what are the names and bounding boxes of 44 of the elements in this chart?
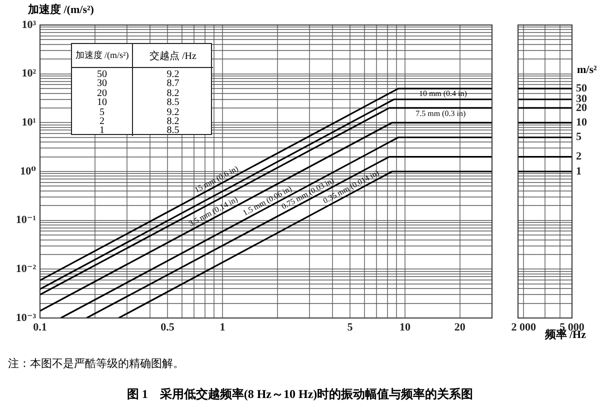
text: 3.5 mm (0.14 in)	[187, 194, 240, 228]
y-tick-label: 50	[576, 82, 588, 94]
x-tick-label: 0.5	[160, 321, 175, 334]
text: 注：本图不是严酷等级的精确图解。	[8, 356, 184, 371]
annotation: 30	[96, 78, 108, 90]
annotation: 8.2	[166, 116, 180, 128]
annotation: 5	[98, 106, 106, 118]
y-tick-label: 10⁰	[20, 165, 36, 178]
annotation: 8.5	[166, 97, 180, 108]
series-label: 7.5 mm (0.3 in)	[416, 109, 466, 118]
annotation: 2	[98, 116, 106, 128]
y-tick-label: 2	[576, 150, 582, 163]
text: 图 1 采用低交越频率(8 Hz～10 Hz)时的振动幅值与频率的关系图	[126, 386, 474, 403]
annotation: 8.7	[166, 78, 180, 90]
y-tick-label: 10⁻¹	[16, 214, 36, 226]
x-tick-label: 0.1	[33, 321, 47, 334]
x-tick-label: 5	[347, 321, 354, 334]
y-axis-title: m/s²	[577, 64, 597, 76]
annotation: 1	[98, 125, 106, 136]
x-tick-label: 10	[399, 321, 411, 334]
text: 15 mm (0.6 in)	[193, 164, 240, 195]
x-tick-label: 1	[220, 321, 226, 334]
annotation: 9.2	[166, 106, 180, 118]
annotation: 9.2	[166, 69, 180, 80]
y-tick-label: 10	[576, 116, 588, 129]
y-tick-label: 20	[576, 102, 588, 114]
annotation: 10	[96, 97, 108, 108]
annotation: 加速度 /(m/s²)	[72, 44, 133, 68]
y-tick-label: 10¹	[22, 116, 36, 129]
series-label: 10 mm (0.4 in)	[418, 88, 468, 98]
y-axis-title: 加速度 /(m/s²)	[28, 2, 94, 17]
annotation: 20	[96, 88, 108, 99]
annotation: 50	[96, 69, 108, 80]
y-tick-label: 1	[576, 165, 582, 178]
annotation: 8.2	[166, 88, 180, 99]
annotation: 8.5	[166, 125, 180, 136]
y-tick-label: 10⁻²	[16, 263, 37, 276]
y-tick-label: 10³	[22, 18, 37, 31]
y-tick-label: 10⁻³	[16, 312, 37, 324]
annotation: 交越点 /Hz	[133, 44, 213, 68]
y-tick-label: 10²	[22, 68, 37, 80]
y-tick-label: 5	[576, 131, 582, 144]
x-tick-label: 2 000	[511, 321, 536, 334]
x-tick-label: 20	[454, 321, 466, 334]
